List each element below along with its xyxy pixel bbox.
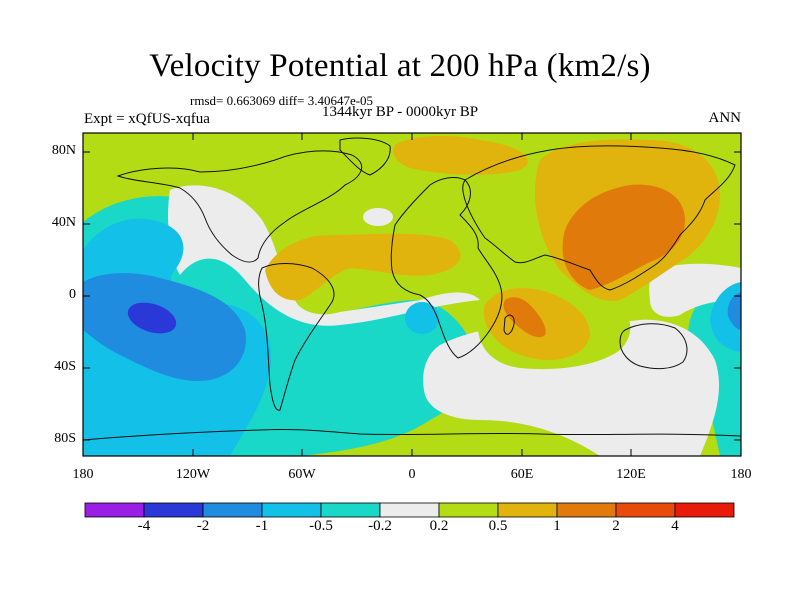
colorbar-swatch: [438, 502, 499, 518]
colorbar-swatch: [615, 502, 676, 518]
lat-tick-40n: 40N: [51, 215, 76, 230]
coast-antarctica: [83, 428, 741, 441]
lon-tick-120e: 120E: [616, 467, 646, 482]
colorbar-swatch: [202, 502, 263, 518]
atlantic-zero-cell: [363, 208, 393, 226]
lon-tick-180e: 180: [730, 467, 752, 482]
asia-maximum-band: [562, 184, 685, 290]
colorbar-swatch: [556, 502, 617, 518]
lon-tick-120w: 120W: [175, 467, 211, 482]
colorbar-label: 4: [671, 518, 679, 534]
colorbar-label: -0.5: [309, 518, 333, 534]
coast-australia: [619, 323, 688, 370]
lon-tick-60w: 60W: [288, 467, 316, 482]
colorbar-label: 0.5: [488, 518, 508, 534]
plot-title: Velocity Potential at 200 hPa (km2/s): [149, 48, 651, 84]
colorbar-label: 2: [612, 518, 620, 534]
lat-tick-80n: 80N: [51, 143, 76, 158]
coastlines: [83, 137, 741, 441]
colorbar: [84, 502, 735, 518]
colorbar-swatch: [261, 502, 322, 518]
colorbar-swatch: [84, 502, 145, 518]
pacific-zero-band: [168, 185, 480, 326]
experiment-label: Expt = xQfUS-xqfua: [84, 111, 210, 127]
lat-tick-0: 0: [69, 287, 76, 302]
lat-tick-40s: 40S: [54, 359, 76, 374]
colorbar-swatch: [143, 502, 204, 518]
lon-tick-180w: 180: [72, 467, 94, 482]
coast-south-america: [258, 263, 335, 411]
axis-ticks: [83, 133, 741, 456]
colorbar-swatch: [320, 502, 381, 518]
pacific-minimum-cell: [127, 302, 177, 334]
season-label: ANN: [708, 110, 742, 126]
colorbar-swatch: [379, 502, 440, 518]
coast-europe-africa: [390, 177, 503, 359]
coast-greenland: [339, 137, 391, 176]
africa-maximum-band: [503, 297, 546, 338]
colorbar-label: -4: [137, 518, 151, 534]
colorbar-label: -0.2: [368, 518, 392, 534]
statistics-line: rmsd= 0.663069 diff= 3.40647e-05: [190, 93, 374, 108]
atlantic-negative-half-cell: [405, 302, 439, 334]
coast-madagascar: [503, 314, 515, 335]
americas-positive-band: [265, 233, 461, 301]
colorbar-label: 0.2: [429, 518, 449, 534]
lon-tick-60e: 60E: [510, 467, 534, 482]
colorbar-label: -1: [255, 518, 269, 534]
colorbar-swatch: [674, 502, 735, 518]
period-label: 1344kyr BP - 0000kyr BP: [322, 104, 479, 120]
lon-tick-0: 0: [408, 467, 416, 482]
coast-north-america: [116, 150, 363, 263]
contour-field: [83, 133, 741, 456]
east-pacific-negative-one-band: [727, 292, 741, 330]
colorbar-label: -2: [196, 518, 210, 534]
colorbar-swatch: [497, 502, 558, 518]
coast-eurasia: [462, 145, 736, 291]
colorbar-label: 1: [553, 518, 561, 534]
lat-tick-80s: 80S: [54, 431, 76, 446]
west-pacific-zero-band: [649, 263, 741, 317]
